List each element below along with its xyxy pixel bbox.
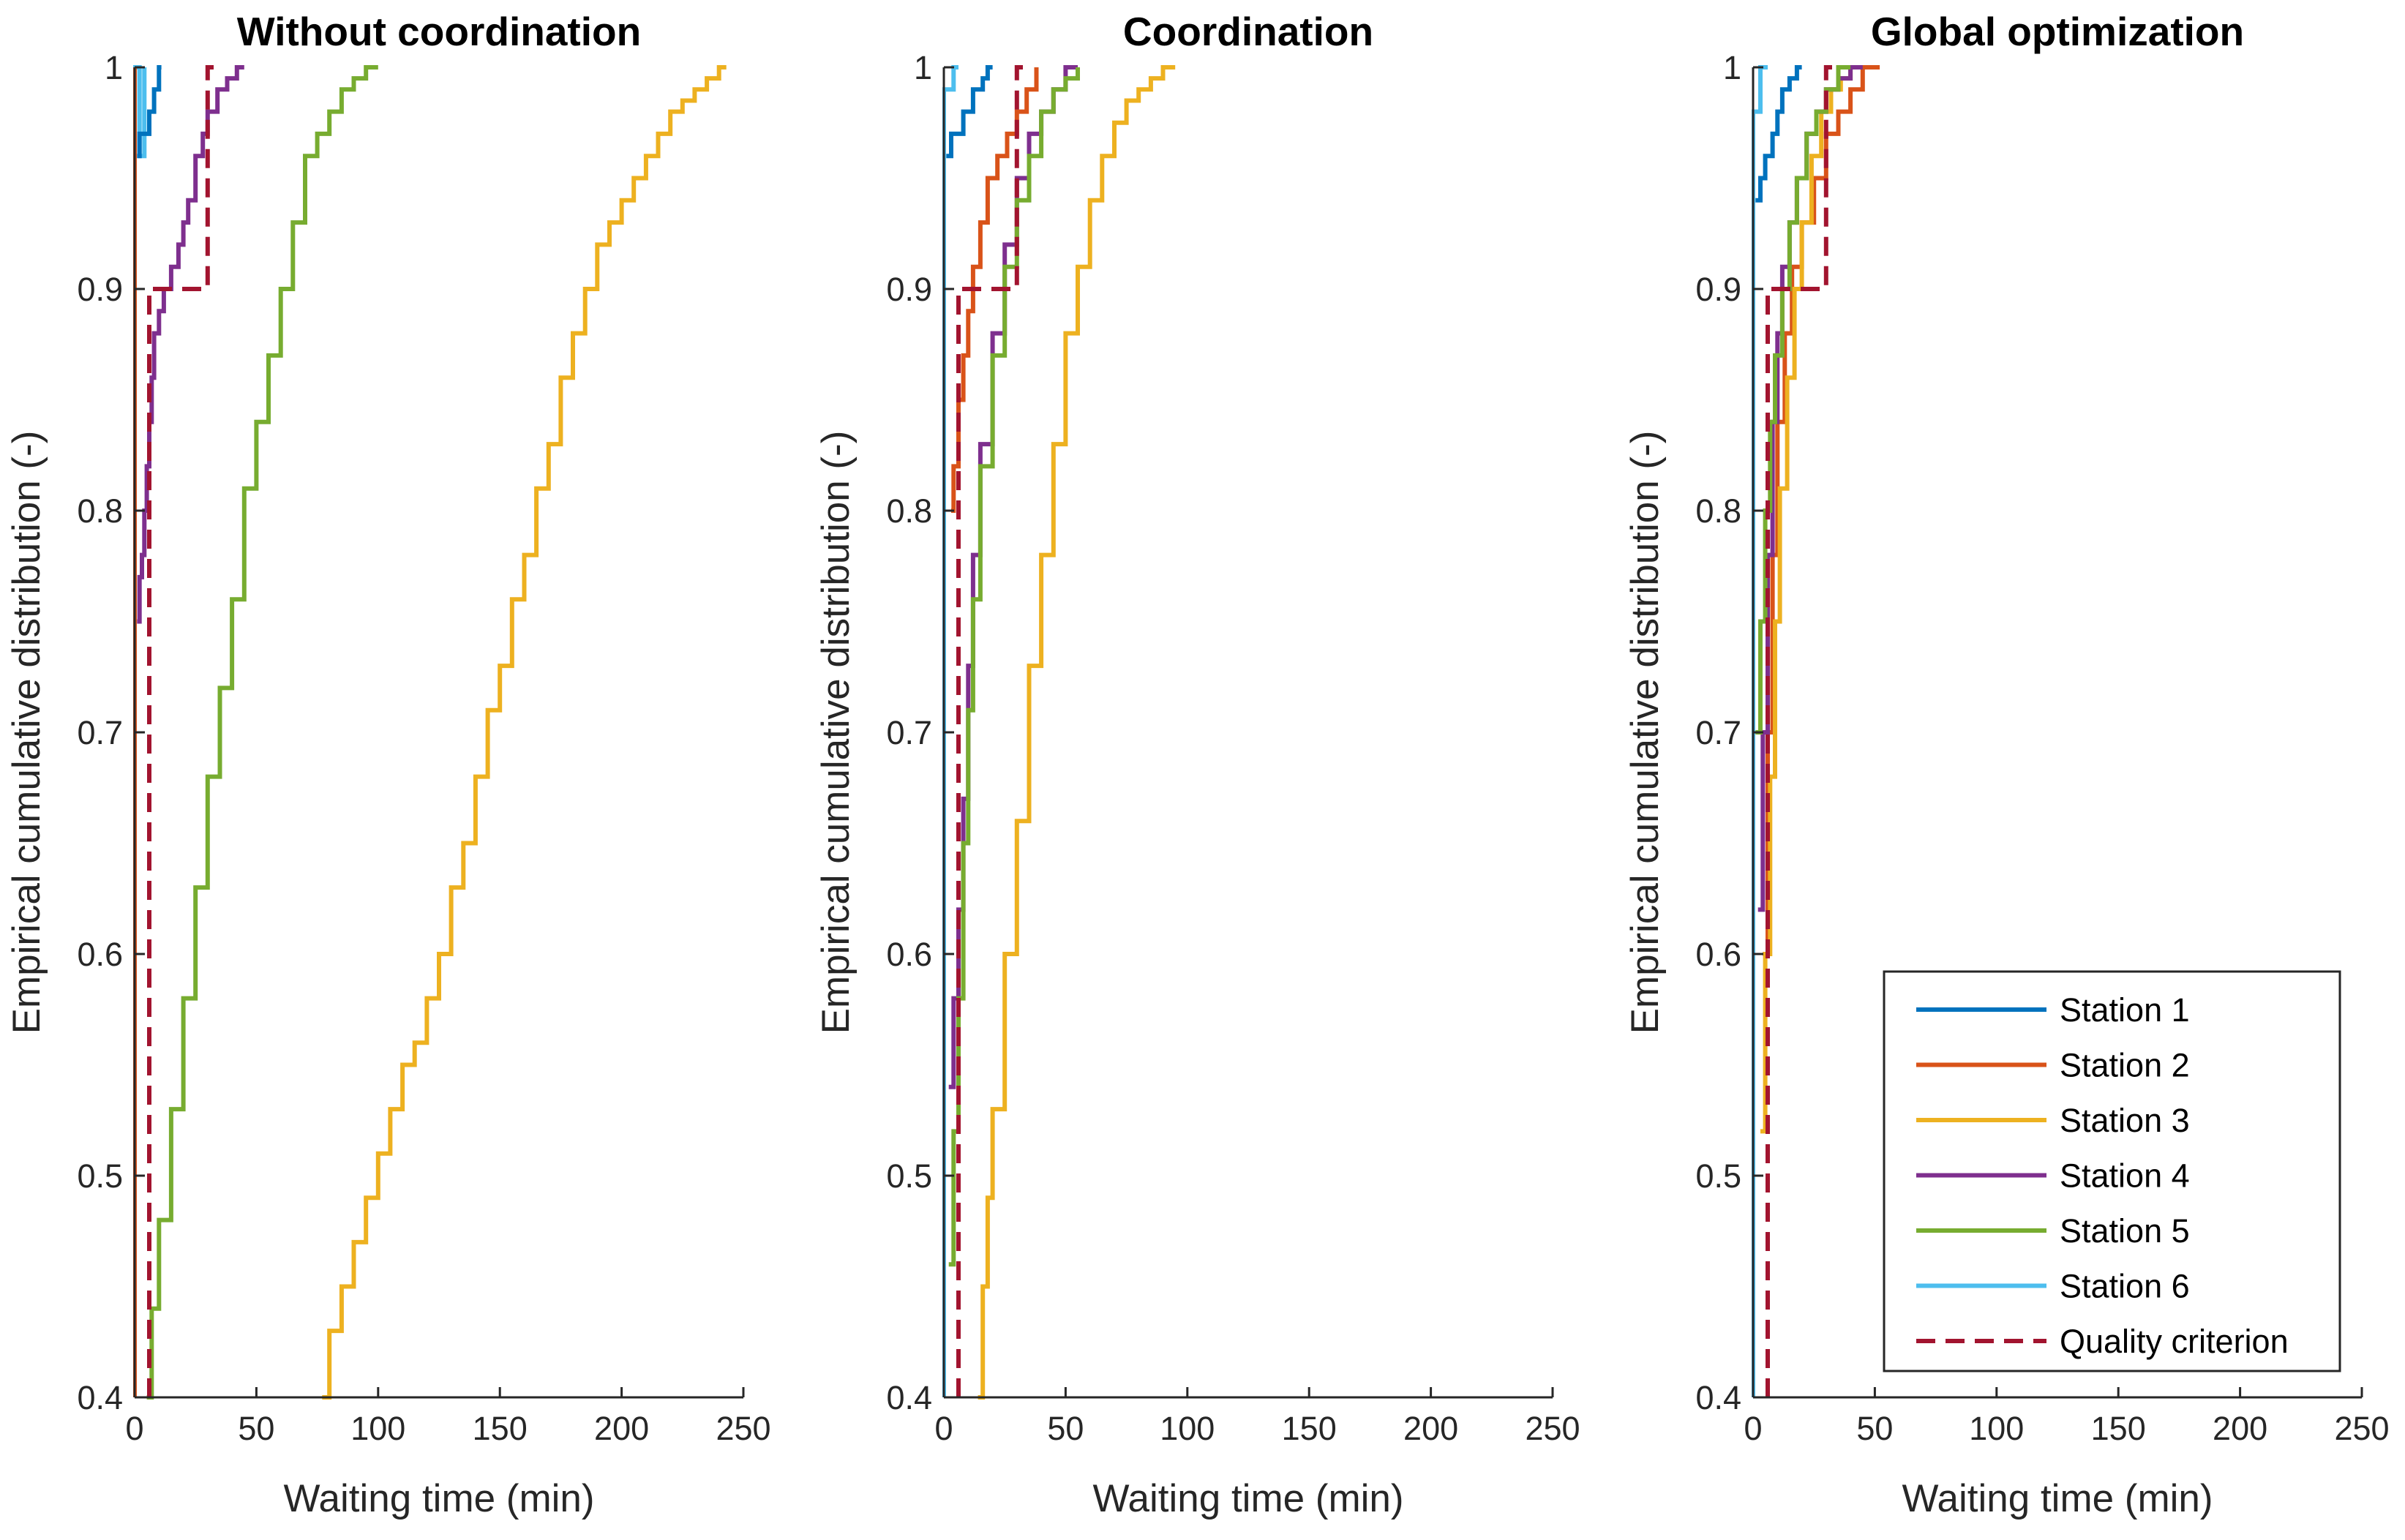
x-tick-label: 100 [1969,1410,2024,1447]
y-tick-label: 0.5 [886,1157,932,1195]
subplot-title: Coordination [1123,9,1373,54]
y-tick-label: 0.8 [77,492,123,530]
y-tick-label: 0.6 [77,936,123,973]
x-tick-label: 200 [1403,1410,1458,1447]
series-group [1752,65,1880,1397]
series-line-quality-criterion [956,65,1024,1397]
y-axis-label: Empirical cumulative distribution (-) [5,431,48,1034]
y-tick-label: 0.9 [1695,271,1741,308]
subplot-title: Without coordination [237,9,641,54]
legend-box [1883,970,2341,1372]
x-tick-label: 250 [1525,1410,1580,1447]
series-line-station-3 [322,65,727,1400]
legend-label-station-6: Station 6 [2060,1268,2190,1305]
y-tick-label: 1 [105,49,123,86]
series-line-station-1 [137,65,162,159]
x-tick-label: 100 [350,1410,405,1447]
y-tick-label: 0.5 [1695,1157,1741,1195]
x-axis-label: Waiting time (min) [283,1477,594,1520]
x-axis-label: Waiting time (min) [1092,1477,1403,1520]
x-tick-label: 150 [473,1410,528,1447]
y-tick-label: 0.6 [1695,936,1741,973]
y-tick-label: 0.9 [886,271,932,308]
x-tick-label: 50 [1856,1410,1893,1447]
y-tick-label: 0.8 [1695,492,1741,530]
legend-label-station-3: Station 3 [2060,1102,2190,1139]
x-tick-label: 0 [125,1410,143,1447]
subplot-title: Global optimization [1871,9,2244,54]
y-tick-label: 0.6 [886,936,932,973]
series-line-station-1 [946,65,993,159]
x-tick-label: 100 [1160,1410,1215,1447]
series-line-station-4 [948,65,1078,1089]
y-tick-label: 0.7 [1695,714,1741,751]
subplot-1: 0 50 100 150 200 250 0.4 0.5 0.6 0.7 0.8 0.9 1 Withou… [5,9,771,1520]
x-tick-label: 250 [2334,1410,2389,1447]
series-group [133,65,727,1400]
y-tick-label: 0.4 [1695,1379,1741,1416]
x-tick-label: 200 [2213,1410,2267,1447]
y-tick-label: 0.9 [77,271,123,308]
y-axis-label: Empirical cumulative distribution (-) [814,431,858,1034]
x-axis-label: Waiting time (min) [1902,1477,2213,1520]
x-tick-label: 50 [1047,1410,1084,1447]
x-tick-label: 0 [934,1410,953,1447]
y-axis-label: Empirical cumulative distribution (-) [1624,431,1667,1034]
subplot-3: 0 50 100 150 200 250 0.4 0.5 0.6 0.7 0.8 0.9 1 Global… [1624,9,2390,1520]
y-tick-label: 1 [914,49,932,86]
series-line-station-4 [137,65,244,624]
x-tick-label: 150 [1282,1410,1337,1447]
series-line-station-5 [146,65,378,1400]
legend-label-station-5: Station 5 [2060,1212,2190,1250]
y-tick-label: 0.8 [886,492,932,530]
series-line-quality-criterion [147,65,215,1397]
subplot-2: 0 50 100 150 200 250 0.4 0.5 0.6 0.7 0.8 0.9 1 Coordi… [814,9,1580,1520]
legend-label-station-2: Station 2 [2060,1047,2190,1084]
legend-label-station-1: Station 1 [2060,991,2190,1029]
series-group [942,65,1176,1400]
y-tick-label: 0.4 [886,1379,932,1416]
series-line-station-1 [1755,65,1802,203]
y-tick-label: 0.7 [77,714,123,751]
x-tick-label: 50 [238,1410,274,1447]
y-tick-label: 0.4 [77,1379,123,1416]
x-tick-label: 200 [594,1410,649,1447]
legend-label-quality-criterion: Quality criterion [2060,1323,2289,1360]
legend-label-station-4: Station 4 [2060,1157,2190,1195]
y-tick-label: 0.5 [77,1157,123,1195]
y-tick-label: 0.7 [886,714,932,751]
series-line-station-5 [948,67,1080,1267]
series-line-station-3 [978,65,1176,1400]
x-tick-label: 0 [1744,1410,1762,1447]
y-tick-label: 1 [1723,49,1741,86]
x-tick-label: 150 [2091,1410,2146,1447]
series-line-quality-criterion [1766,65,1834,1397]
legend: Station 1 Station 2 Station 3 Station 4 Stat… [1883,970,2341,1372]
x-tick-label: 250 [716,1410,770,1447]
